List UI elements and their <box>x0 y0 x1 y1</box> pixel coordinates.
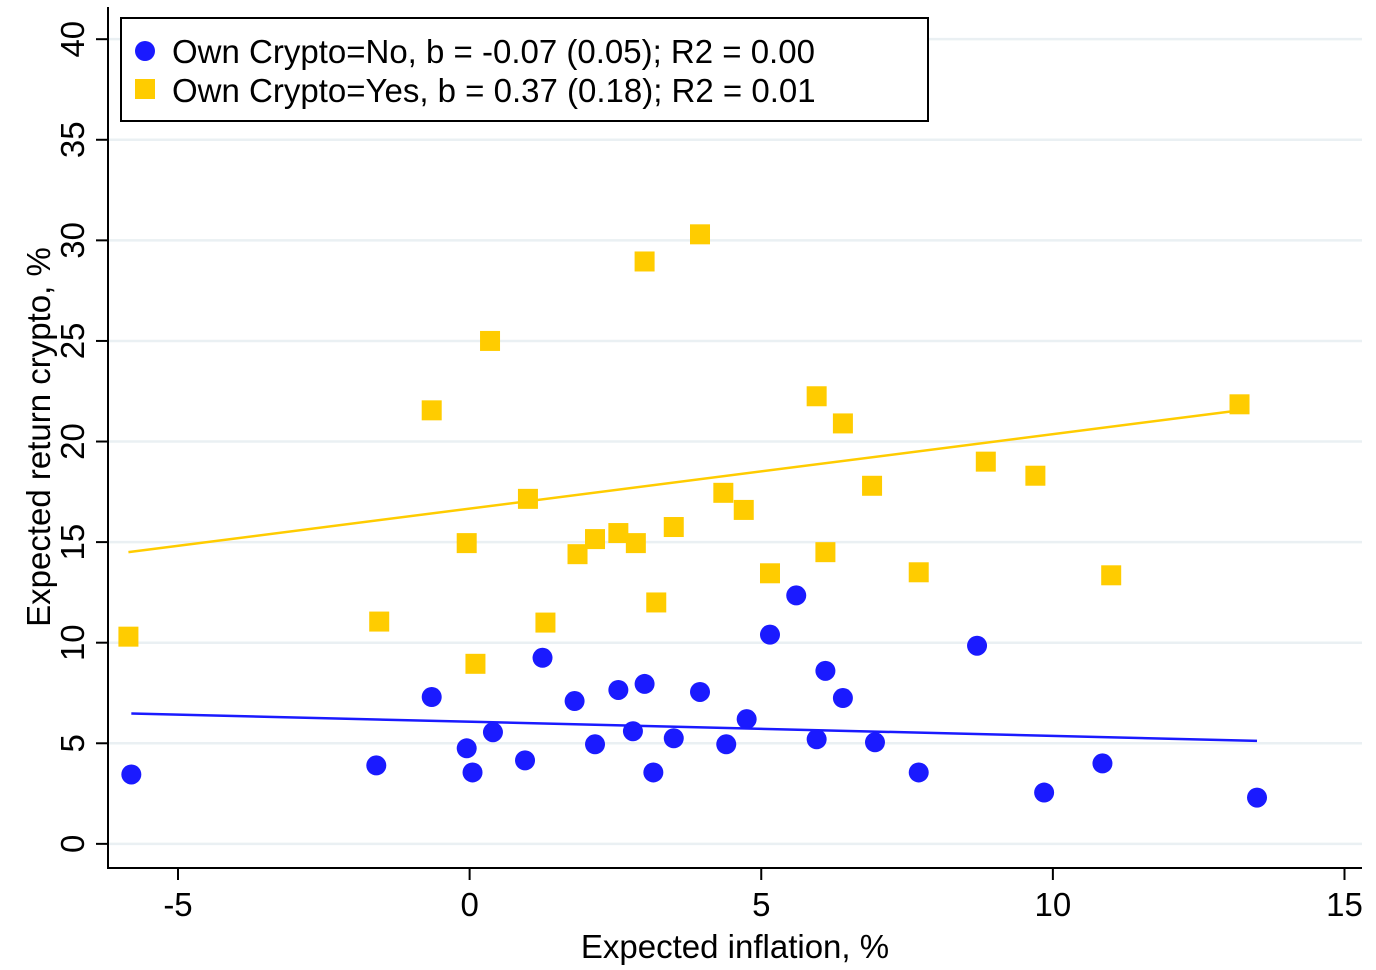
point-yes <box>625 533 646 554</box>
legend-box <box>120 17 929 122</box>
point-no <box>736 709 757 730</box>
point-yes <box>733 499 754 520</box>
point-yes <box>832 413 853 434</box>
legend: Own Crypto=No, b = -0.07 (0.05); R2 = 0.… <box>120 17 929 122</box>
y-tick-label: 30 <box>54 222 91 259</box>
point-yes <box>690 224 711 245</box>
point-yes <box>1025 465 1046 486</box>
point-no <box>864 732 885 753</box>
point-no <box>643 762 664 783</box>
point-no <box>366 755 387 776</box>
point-no <box>482 722 503 743</box>
point-no <box>515 750 536 771</box>
y-tick-label: 20 <box>54 423 91 460</box>
y-tick-label: 25 <box>54 323 91 360</box>
ticks: 0 5 10 15 20 25 30 35 40 -5 0 5 10 15 <box>54 21 1363 923</box>
y-tick-label: 0 <box>54 835 91 853</box>
y-axis-title: Expected return crypto, % <box>20 247 57 627</box>
y-tick-label: 10 <box>54 624 91 661</box>
point-yes <box>567 544 588 565</box>
axes <box>107 7 1362 869</box>
point-no <box>759 624 780 645</box>
point-yes <box>759 563 780 584</box>
point-yes <box>1229 394 1250 415</box>
point-yes <box>663 517 684 538</box>
x-tick-label: -5 <box>163 886 192 923</box>
point-yes <box>634 251 655 272</box>
point-no <box>663 728 684 749</box>
y-tick-label: 40 <box>54 21 91 58</box>
point-yes <box>480 330 501 351</box>
point-yes <box>908 562 929 583</box>
fit-line-no <box>131 712 1258 743</box>
point-yes <box>585 529 606 550</box>
point-no <box>690 681 711 702</box>
legend-entry-no: Own Crypto=No, b = -0.07 (0.05); R2 = 0.… <box>172 33 815 70</box>
point-yes <box>862 475 883 496</box>
gridlines <box>108 37 1362 846</box>
point-yes <box>1101 565 1122 586</box>
point-yes <box>118 626 139 647</box>
point-yes <box>465 653 486 674</box>
point-no <box>564 691 585 712</box>
point-no <box>786 585 807 606</box>
point-yes <box>608 523 629 544</box>
point-no <box>815 660 836 681</box>
point-yes <box>517 488 538 509</box>
point-yes <box>421 400 442 421</box>
point-no <box>456 738 477 759</box>
point-no <box>532 647 553 668</box>
y-tick-label: 5 <box>54 734 91 752</box>
point-no <box>1034 782 1055 803</box>
x-tick-label: 15 <box>1326 886 1363 923</box>
point-no <box>967 635 988 656</box>
point-no <box>608 679 629 700</box>
point-yes <box>369 611 390 632</box>
point-no <box>832 688 853 709</box>
x-tick-label: 0 <box>460 886 478 923</box>
legend-marker-yes <box>135 79 155 99</box>
fit-line-yes <box>128 409 1240 554</box>
point-yes <box>535 612 556 633</box>
point-yes <box>806 386 827 407</box>
axis-frame <box>107 7 1362 869</box>
point-yes <box>815 542 836 563</box>
y-tick-label: 15 <box>54 524 91 561</box>
point-yes <box>975 451 996 472</box>
point-no <box>806 729 827 750</box>
point-no <box>462 762 483 783</box>
point-no <box>908 762 929 783</box>
x-tick-label: 5 <box>752 886 770 923</box>
point-no <box>121 764 142 785</box>
point-no <box>1247 787 1268 808</box>
point-yes <box>713 482 734 503</box>
y-tick-label: 35 <box>54 121 91 158</box>
point-no <box>421 687 442 708</box>
point-no <box>634 673 655 694</box>
point-no <box>622 721 643 742</box>
point-no <box>1092 753 1113 774</box>
point-yes <box>646 592 667 613</box>
point-no <box>585 734 606 755</box>
x-axis-title: Expected inflation, % <box>581 928 889 965</box>
x-tick-label: 10 <box>1035 886 1072 923</box>
point-no <box>716 734 737 755</box>
point-yes <box>456 533 477 554</box>
data-points <box>118 224 1268 808</box>
fit-lines <box>128 409 1258 743</box>
legend-entry-yes: Own Crypto=Yes, b = 0.37 (0.18); R2 = 0.… <box>172 72 816 109</box>
legend-marker-no <box>135 41 155 61</box>
